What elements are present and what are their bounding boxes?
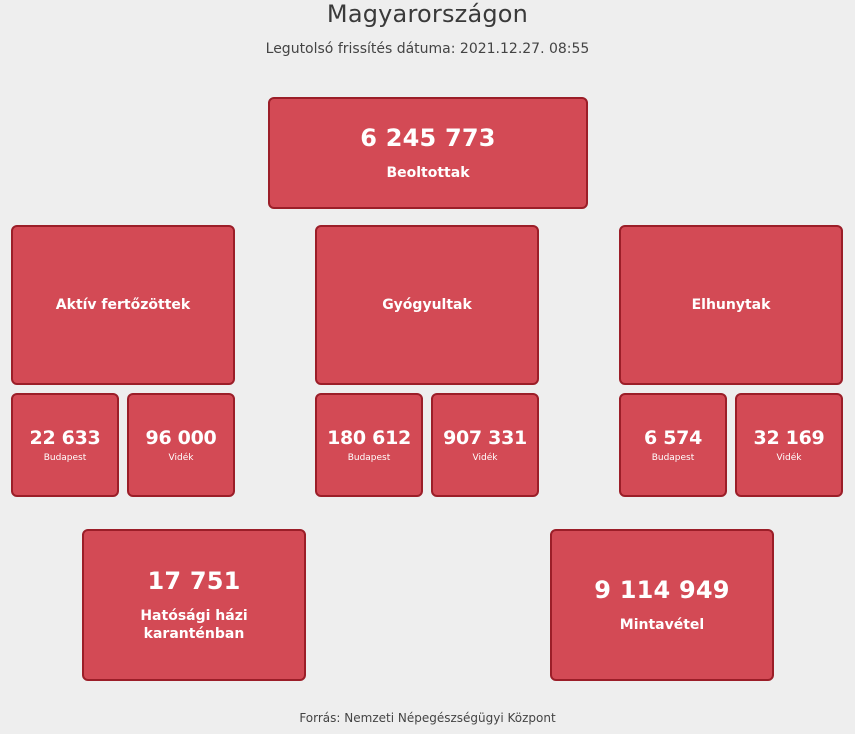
active-budapest-value: 22 633: [29, 427, 101, 449]
deceased-budapest-value: 6 574: [644, 427, 702, 449]
quarantine-card: 17 751 Hatósági házi karanténban: [82, 529, 306, 681]
deceased-budapest-label: Budapest: [651, 453, 695, 463]
recovered-budapest-card: 180 612 Budapest: [315, 393, 423, 497]
deceased-label: Elhunytak: [691, 297, 771, 313]
samples-value: 9 114 949: [594, 576, 730, 604]
recovered-budapest-value: 180 612: [327, 427, 411, 449]
active-label: Aktív fertőzöttek: [55, 297, 191, 313]
quarantine-value: 17 751: [147, 567, 241, 595]
deceased-card: Elhunytak: [619, 225, 843, 385]
active-budapest-card: 22 633 Budapest: [11, 393, 119, 497]
active-videk-value: 96 000: [145, 427, 217, 449]
quarantine-label-line2: karanténban: [143, 626, 245, 642]
vaccinated-label: Beoltottak: [386, 165, 470, 181]
quarantine-label: Hatósági házi karanténban: [140, 607, 247, 643]
quarantine-label-line1: Hatósági házi: [140, 608, 248, 624]
active-card: Aktív fertőzöttek: [11, 225, 235, 385]
page-title: Magyarországon: [326, 0, 529, 28]
last-update-text: Legutolsó frissítés dátuma: 2021.12.27. …: [265, 41, 590, 57]
recovered-videk-label: Vidék: [472, 453, 498, 463]
samples-label: Mintavétel: [619, 617, 705, 633]
deceased-budapest-card: 6 574 Budapest: [619, 393, 727, 497]
active-videk-card: 96 000 Vidék: [127, 393, 235, 497]
recovered-videk-value: 907 331: [443, 427, 527, 449]
source-text: Forrás: Nemzeti Népegészségügyi Központ: [299, 711, 556, 725]
deceased-videk-value: 32 169: [753, 427, 825, 449]
vaccinated-value: 6 245 773: [360, 124, 496, 152]
recovered-label: Gyógyultak: [382, 297, 472, 313]
vaccinated-card: 6 245 773 Beoltottak: [268, 97, 588, 209]
recovered-card: Gyógyultak: [315, 225, 539, 385]
recovered-videk-card: 907 331 Vidék: [431, 393, 539, 497]
active-budapest-label: Budapest: [43, 453, 87, 463]
recovered-budapest-label: Budapest: [347, 453, 391, 463]
active-videk-label: Vidék: [168, 453, 194, 463]
samples-card: 9 114 949 Mintavétel: [550, 529, 774, 681]
deceased-videk-card: 32 169 Vidék: [735, 393, 843, 497]
deceased-videk-label: Vidék: [776, 453, 802, 463]
